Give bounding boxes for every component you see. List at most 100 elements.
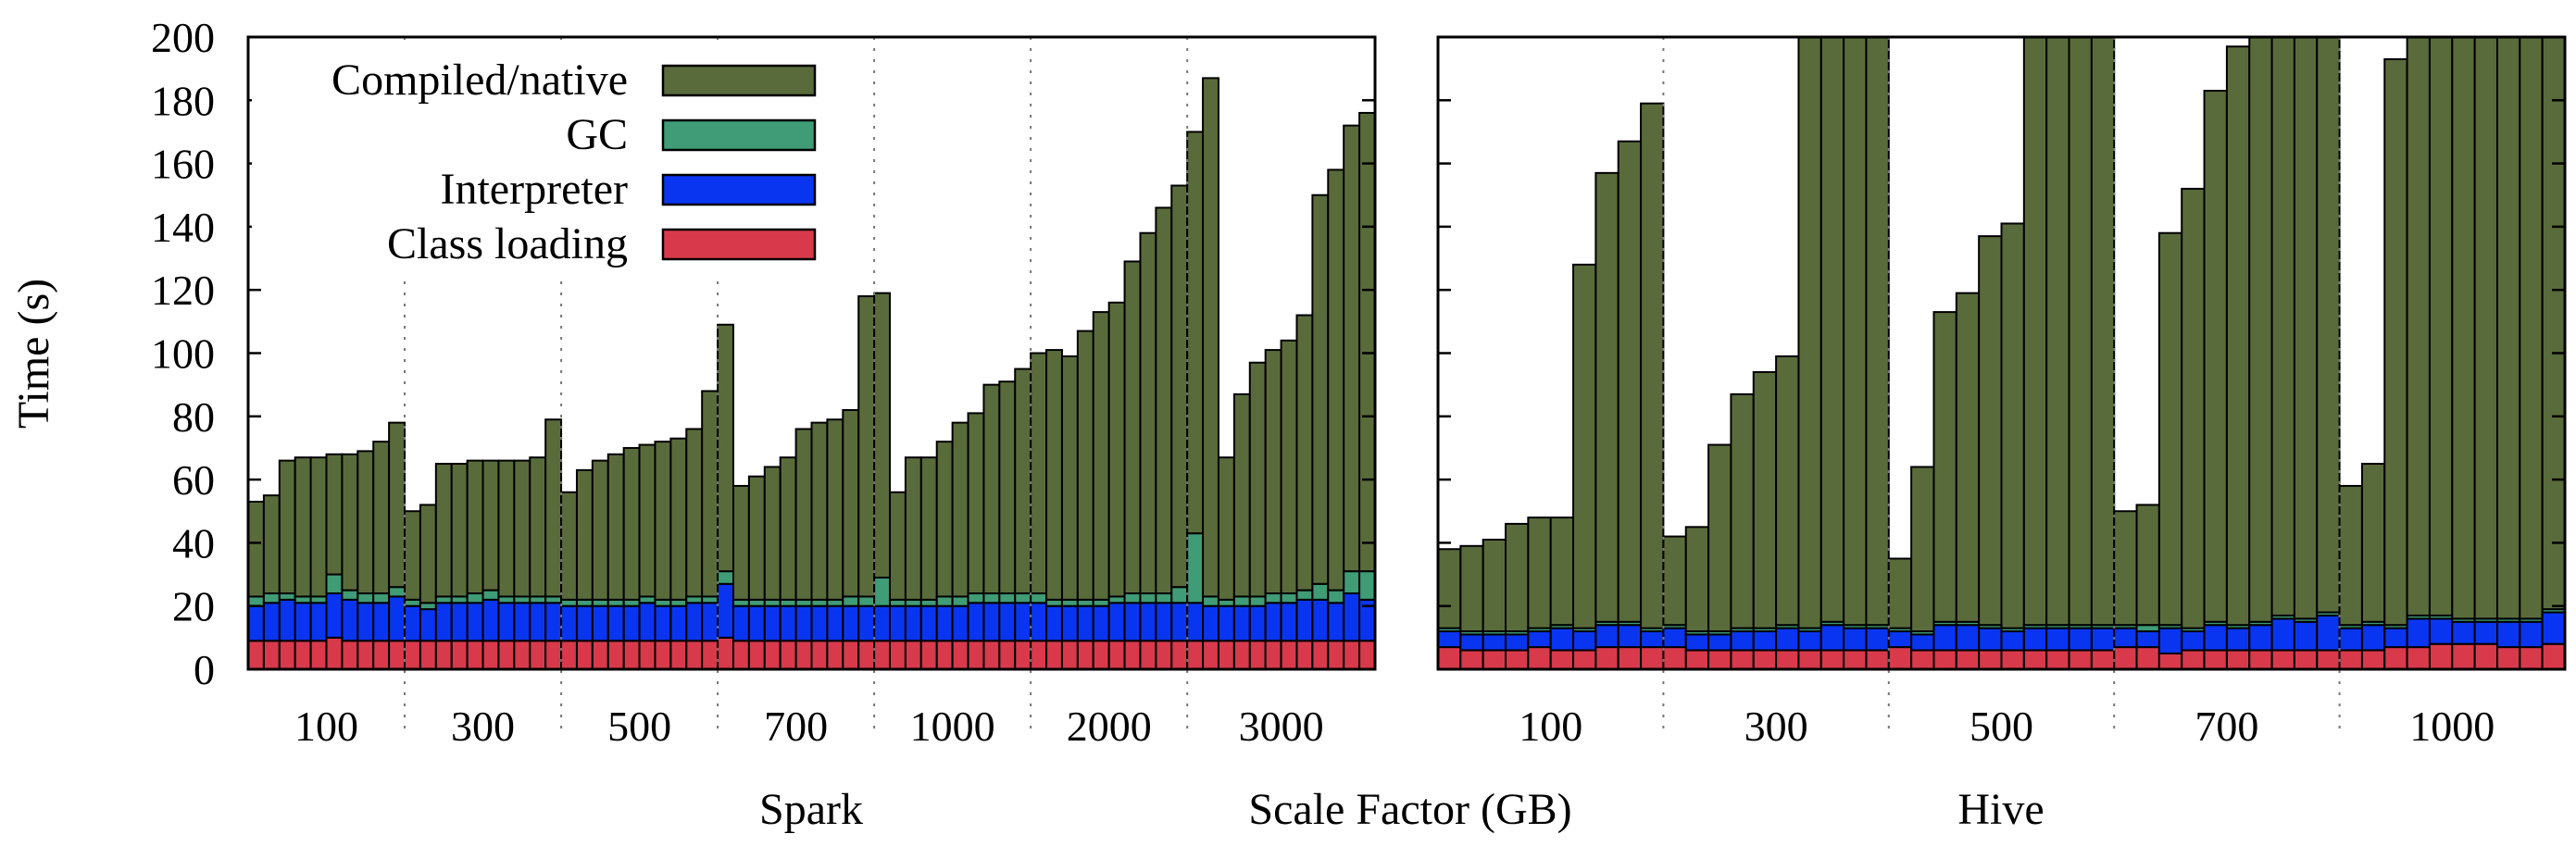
hive-bar-1000-8-classloading (2495, 646, 2521, 669)
spark-bar-3000-5-compiled (1248, 361, 1267, 598)
hive-bar-700-8-interpreter (2270, 617, 2295, 652)
spark-bar-100-7-gc (341, 589, 359, 601)
spark-bar-500-1-gc (560, 598, 578, 607)
hive-bar-300-7-compiled (1797, 37, 1822, 629)
hive-x-tick-label: 1000 (2409, 703, 2495, 750)
spark-bar-700-4-gc (763, 598, 782, 607)
hive-bar-100-7-interpreter (1572, 630, 1597, 652)
hive-bar-700-2-classloading (2135, 646, 2160, 669)
spark-bar-500-7-classloading (654, 640, 672, 669)
hive-bar-500-8-compiled (2045, 37, 2070, 627)
hive-bar-100-3-compiled (1482, 538, 1507, 633)
spark-bar-2000-5-classloading (1092, 640, 1110, 669)
hive-bar-500-10-compiled (2090, 37, 2116, 627)
hive-bar-300-10-classloading (1865, 649, 1890, 669)
spark-bar-100-6-compiled (325, 453, 344, 576)
hive-bar-700-8-classloading (2270, 649, 2295, 669)
hive-bar-1000-6-classloading (2451, 642, 2476, 669)
spark-bar-700-9-compiled (842, 408, 860, 598)
spark-bar-1000-5-compiled (935, 441, 954, 598)
spark-bar-500-5-interpreter (622, 604, 641, 642)
spark-bar-100-1-classloading (248, 640, 265, 669)
spark-bar-700-4-classloading (763, 640, 782, 669)
hive-bar-100-5-interpreter (1527, 630, 1552, 649)
spark-bar-3000-9-gc (1311, 582, 1330, 601)
hive-bar-1000-1-classloading (2338, 649, 2363, 669)
spark-bar-300-3-classloading (434, 640, 453, 669)
hive-bar-100-5-classloading (1527, 646, 1552, 669)
spark-bar-2000-1-compiled (1030, 352, 1048, 595)
spark-bar-1000-7-interpreter (967, 602, 985, 642)
hive-bar-500-8-classloading (2045, 649, 2070, 669)
group-separators (404, 37, 2341, 731)
spark-bars (248, 77, 1375, 669)
spark-bar-700-3-classloading (747, 640, 766, 669)
hive-bar-1000-10-classloading (2541, 642, 2565, 669)
spark-bar-500-7-gc (654, 598, 672, 607)
spark-bar-500-10-gc (701, 595, 719, 604)
spark-bar-300-9-classloading (529, 640, 547, 669)
hive-bar-300-6-interpreter (1775, 627, 1800, 652)
spark-bar-300-10-compiled (544, 418, 563, 598)
spark-bar-2000-5-compiled (1092, 311, 1110, 601)
hive-bar-100-9-interpreter (1617, 624, 1643, 649)
spark-bar-100-1-interpreter (248, 604, 265, 642)
spark-bar-3000-8-compiled (1295, 314, 1314, 591)
spark-bar-700-6-interpreter (794, 604, 813, 642)
hive-bar-500-5-interpreter (1978, 627, 2003, 652)
spark-bar-500-3-gc (591, 598, 609, 607)
spark-bar-100-6-interpreter (325, 592, 344, 639)
hive-bar-100-6-compiled (1549, 517, 1575, 627)
hive-bar-500-8-interpreter (2045, 627, 2070, 652)
hive-bar-500-1-interpreter (1887, 630, 1913, 649)
hive-bar-1000-2-compiled (2360, 463, 2386, 623)
y-tick-label: 160 (151, 141, 215, 188)
spark-bar-700-5-classloading (779, 640, 797, 669)
hive-bar-700-10-compiled (2316, 37, 2341, 614)
hive-bar-700-9-compiled (2293, 37, 2319, 620)
hive-bar-500-9-compiled (2068, 37, 2093, 627)
hive-bar-100-6-classloading (1549, 649, 1575, 669)
spark-bar-2000-8-gc (1139, 592, 1157, 604)
hive-bar-700-1-interpreter (2113, 627, 2138, 649)
spark-bar-1000-3-compiled (904, 456, 922, 601)
hive-bar-1000-8-interpreter (2495, 620, 2521, 649)
spark-bar-500-10-classloading (701, 640, 719, 669)
spark-bar-300-10-classloading (544, 640, 563, 669)
spark-bar-2000-10-compiled (1170, 184, 1189, 589)
spark-bar-500-6-compiled (638, 443, 657, 598)
spark-bar-1000-7-classloading (967, 640, 985, 669)
spark-bar-2000-9-classloading (1155, 640, 1173, 669)
spark-bar-700-3-gc (747, 598, 766, 607)
spark-bar-500-4-classloading (606, 640, 625, 669)
spark-bar-2000-8-interpreter (1139, 602, 1157, 642)
hive-bar-700-8-compiled (2270, 37, 2295, 616)
spark-bar-1000-10-interpreter (1014, 602, 1032, 642)
hive-bar-500-1-compiled (1887, 557, 1913, 629)
y-tick-label: 40 (172, 519, 215, 566)
hive-bar-300-6-classloading (1775, 649, 1800, 669)
spark-bar-300-1-classloading (404, 640, 421, 669)
spark-bar-300-1-interpreter (404, 604, 421, 642)
hive-bar-100-10-interpreter (1640, 630, 1665, 649)
hive-bar-100-8-classloading (1594, 646, 1619, 669)
hive-bar-700-4-interpreter (2181, 630, 2206, 652)
spark-x-tick-label: 300 (451, 703, 515, 750)
hive-bar-300-9-compiled (1843, 37, 1868, 627)
spark-bar-700-3-compiled (747, 475, 766, 601)
spark-bar-100-1-gc (248, 595, 265, 607)
spark-bar-100-8-gc (356, 592, 375, 604)
spark-bar-700-6-classloading (794, 640, 813, 669)
hive-bar-100-7-classloading (1572, 649, 1597, 669)
spark-bar-700-2-gc (732, 598, 750, 607)
hive-bar-1000-2-classloading (2360, 649, 2386, 669)
spark-bar-300-1-compiled (404, 510, 421, 601)
spark-bar-700-9-classloading (842, 640, 860, 669)
spark-bar-1000-1-classloading (873, 640, 892, 669)
spark-bar-3000-12-gc (1358, 570, 1375, 601)
spark-bar-3000-9-interpreter (1311, 598, 1330, 642)
spark-bar-500-5-gc (622, 598, 641, 607)
spark-bar-700-4-interpreter (763, 604, 782, 642)
spark-bar-1000-5-interpreter (935, 604, 954, 642)
